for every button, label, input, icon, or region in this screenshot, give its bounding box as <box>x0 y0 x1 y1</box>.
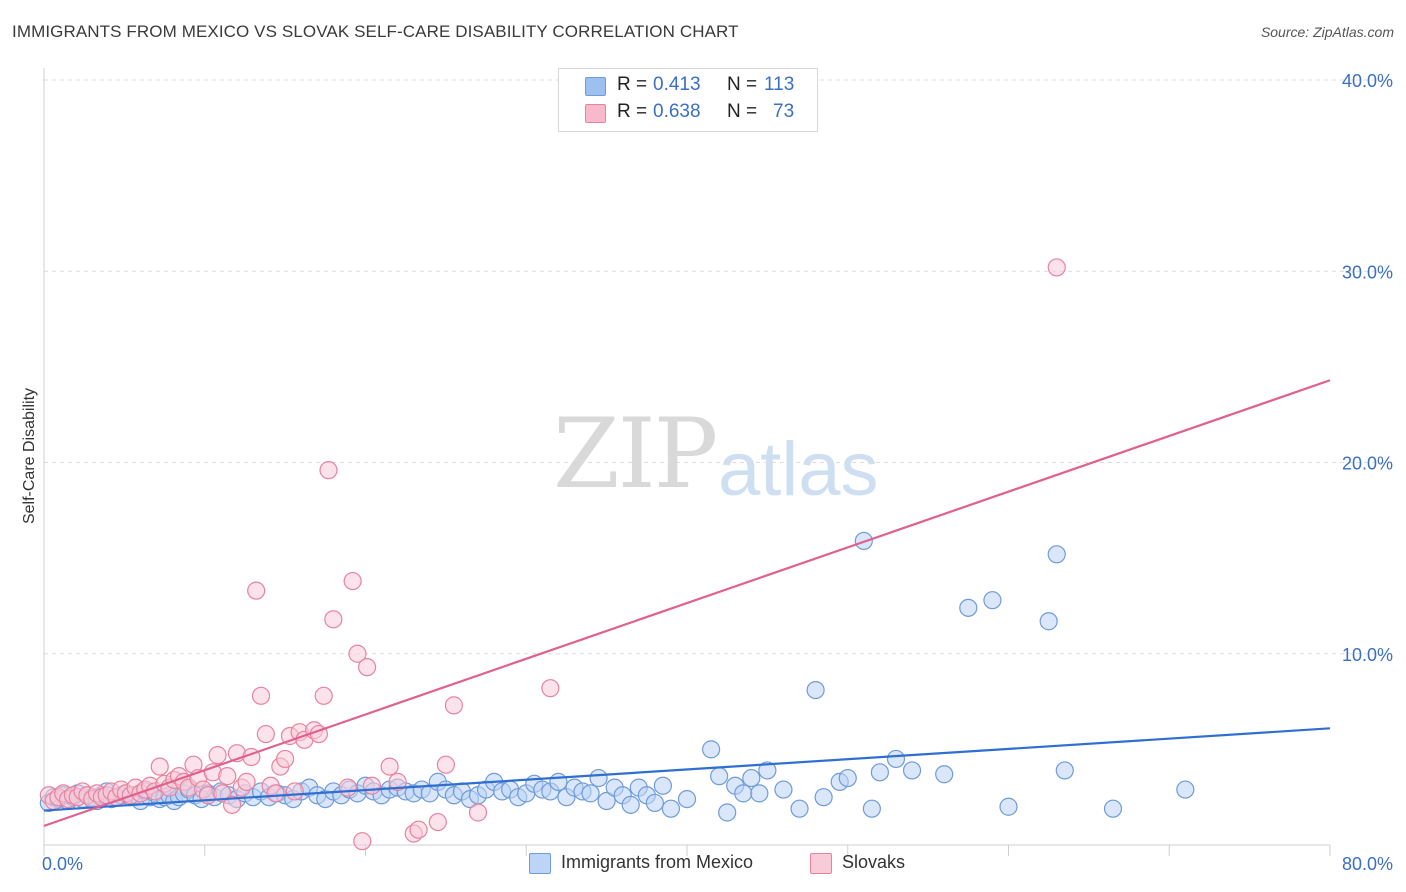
point-slovaks <box>468 803 488 822</box>
point-immigrants-from-mexico <box>597 791 616 811</box>
point-immigrants-from-mexico <box>750 784 769 803</box>
point-slovaks <box>319 461 338 480</box>
point-immigrants-from-mexico <box>581 784 600 803</box>
point-immigrants-from-mexico <box>661 799 681 818</box>
point-slovaks <box>436 755 455 774</box>
watermark-atlas: atlas <box>718 427 879 512</box>
point-immigrants-from-mexico <box>814 788 833 807</box>
point-immigrants-from-mexico <box>549 772 568 791</box>
point-immigrants-from-mexico <box>870 763 890 782</box>
point-immigrants-from-mexico <box>1039 612 1058 631</box>
point-immigrants-from-mexico <box>710 767 729 786</box>
legend-r-value: 0.638 <box>653 101 701 122</box>
legend-r-value: 0.413 <box>653 74 701 95</box>
point-immigrants-from-mexico <box>677 789 697 809</box>
point-slovaks <box>541 679 560 698</box>
point-slovaks <box>343 571 362 591</box>
point-slovaks <box>444 696 464 715</box>
chart-title: IMMIGRANTS FROM MEXICO VS SLOVAK SELF-CA… <box>12 22 739 41</box>
point-slovaks <box>380 757 399 776</box>
point-slovaks <box>251 686 271 705</box>
point-slovaks <box>388 772 407 791</box>
point-immigrants-from-mexico <box>1176 780 1195 799</box>
legend-n-value: 73 <box>773 101 795 122</box>
y-tick-label: 40.0% <box>1342 71 1393 91</box>
point-slovaks <box>276 749 295 769</box>
point-slovaks <box>222 795 242 814</box>
y-tick-label: 20.0% <box>1342 454 1393 474</box>
y-tick-label: 30.0% <box>1342 262 1393 282</box>
point-immigrants-from-mexico <box>983 591 1002 610</box>
point-immigrants-from-mexico <box>742 768 761 788</box>
point-slovaks <box>409 820 428 839</box>
point-slovaks <box>237 772 256 791</box>
point-immigrants-from-mexico <box>790 799 809 818</box>
point-slovaks <box>256 724 275 744</box>
point-slovaks <box>208 746 227 765</box>
point-immigrants-from-mexico <box>935 765 954 784</box>
point-slovaks <box>324 610 343 629</box>
point-slovaks <box>285 782 304 801</box>
point-slovaks <box>338 778 357 797</box>
watermark-zip: ZIP <box>553 398 718 510</box>
point-immigrants-from-mexico <box>653 776 672 795</box>
legend-swatch-mexico <box>585 77 606 96</box>
point-immigrants-from-mexico <box>645 793 664 813</box>
correlation-legend: R = 0.413 N = 113 R = 0.638 N = 73 <box>558 68 818 132</box>
legend-n-label: N = <box>727 101 758 122</box>
bottom-legend-swatch-slovaks <box>810 853 832 874</box>
point-immigrants-from-mexico <box>959 598 978 617</box>
point-slovaks <box>1047 258 1066 277</box>
bottom-legend-label-slovaks: Slovaks <box>842 852 906 872</box>
point-immigrants-from-mexico <box>1047 545 1066 564</box>
x-tick-label: 0.0% <box>42 854 83 874</box>
point-immigrants-from-mexico <box>838 768 857 788</box>
legend-n-value: 113 <box>764 74 795 95</box>
point-slovaks <box>362 776 382 795</box>
bottom-legend-swatch-mexico <box>529 853 551 874</box>
point-immigrants-from-mexico <box>734 784 753 803</box>
point-slovaks <box>358 658 377 677</box>
point-slovaks <box>348 644 367 663</box>
legend-n-label: N = <box>727 74 758 95</box>
point-slovaks <box>314 686 333 705</box>
point-immigrants-from-mexico <box>718 803 737 822</box>
point-slovaks <box>247 581 266 600</box>
point-immigrants-from-mexico <box>902 761 922 780</box>
point-immigrants-from-mexico <box>1103 799 1123 818</box>
point-immigrants-from-mexico <box>774 780 793 799</box>
point-immigrants-from-mexico <box>758 761 777 780</box>
point-slovaks <box>218 767 237 786</box>
point-immigrants-from-mexico <box>621 795 640 814</box>
legend-r-label: R = <box>617 74 648 95</box>
point-immigrants-from-mexico <box>862 799 881 818</box>
legend-swatch-slovaks <box>585 104 606 123</box>
point-immigrants-from-mexico <box>702 740 721 759</box>
point-immigrants-from-mexico <box>886 749 906 769</box>
bottom-legend-label-mexico: Immigrants from Mexico <box>561 852 754 872</box>
point-slovaks <box>266 784 285 803</box>
x-tick-label: 80.0% <box>1342 854 1393 874</box>
point-immigrants-from-mexico <box>589 768 608 788</box>
point-immigrants-from-mexico <box>806 680 825 700</box>
point-slovaks <box>428 812 447 832</box>
point-slovaks <box>150 757 169 776</box>
trend-line-slovaks <box>43 379 1331 827</box>
trend-line-immigrants-from-mexico <box>43 727 1331 812</box>
point-slovaks <box>353 832 372 851</box>
point-immigrants-from-mexico <box>999 797 1018 816</box>
point-immigrants-from-mexico <box>1055 761 1074 780</box>
legend-r-label: R = <box>617 101 648 122</box>
y-tick-label: 10.0% <box>1342 645 1393 665</box>
chart-source: Source: ZipAtlas.com <box>1260 24 1394 40</box>
